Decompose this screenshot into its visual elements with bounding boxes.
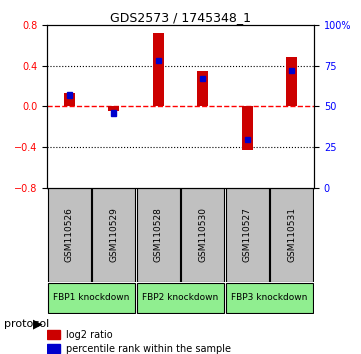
Bar [153, 33, 164, 107]
FancyBboxPatch shape [200, 76, 205, 81]
FancyBboxPatch shape [245, 137, 250, 142]
FancyBboxPatch shape [289, 68, 295, 73]
Title: GDS2573 / 1745348_1: GDS2573 / 1745348_1 [110, 11, 251, 24]
Text: FBP2 knockdown: FBP2 knockdown [142, 293, 219, 302]
Text: log2 ratio: log2 ratio [66, 330, 112, 340]
FancyBboxPatch shape [137, 283, 224, 313]
Bar [47, 344, 60, 353]
Text: ▶: ▶ [32, 318, 42, 330]
Text: FBP3 knockdown: FBP3 knockdown [231, 293, 308, 302]
FancyBboxPatch shape [66, 92, 72, 98]
FancyBboxPatch shape [156, 58, 161, 63]
Text: GSM110526: GSM110526 [65, 207, 74, 262]
FancyBboxPatch shape [270, 188, 313, 281]
Text: GSM110529: GSM110529 [109, 207, 118, 262]
Text: FBP1 knockdown: FBP1 knockdown [53, 293, 130, 302]
Text: GSM110531: GSM110531 [287, 207, 296, 262]
Bar [64, 93, 75, 107]
FancyBboxPatch shape [92, 188, 135, 281]
FancyBboxPatch shape [48, 283, 135, 313]
FancyBboxPatch shape [137, 188, 180, 281]
FancyBboxPatch shape [181, 188, 224, 281]
Bar [108, 107, 119, 110]
Text: GSM110528: GSM110528 [154, 207, 163, 262]
Text: percentile rank within the sample: percentile rank within the sample [66, 343, 231, 354]
FancyBboxPatch shape [226, 283, 313, 313]
Bar [47, 331, 60, 339]
Bar [197, 71, 208, 107]
Bar [286, 57, 297, 107]
FancyBboxPatch shape [111, 110, 116, 115]
Text: GSM110527: GSM110527 [243, 207, 252, 262]
FancyBboxPatch shape [48, 188, 91, 281]
Bar [242, 107, 253, 150]
FancyBboxPatch shape [226, 188, 269, 281]
Text: GSM110530: GSM110530 [198, 207, 207, 262]
Text: protocol: protocol [4, 319, 49, 329]
